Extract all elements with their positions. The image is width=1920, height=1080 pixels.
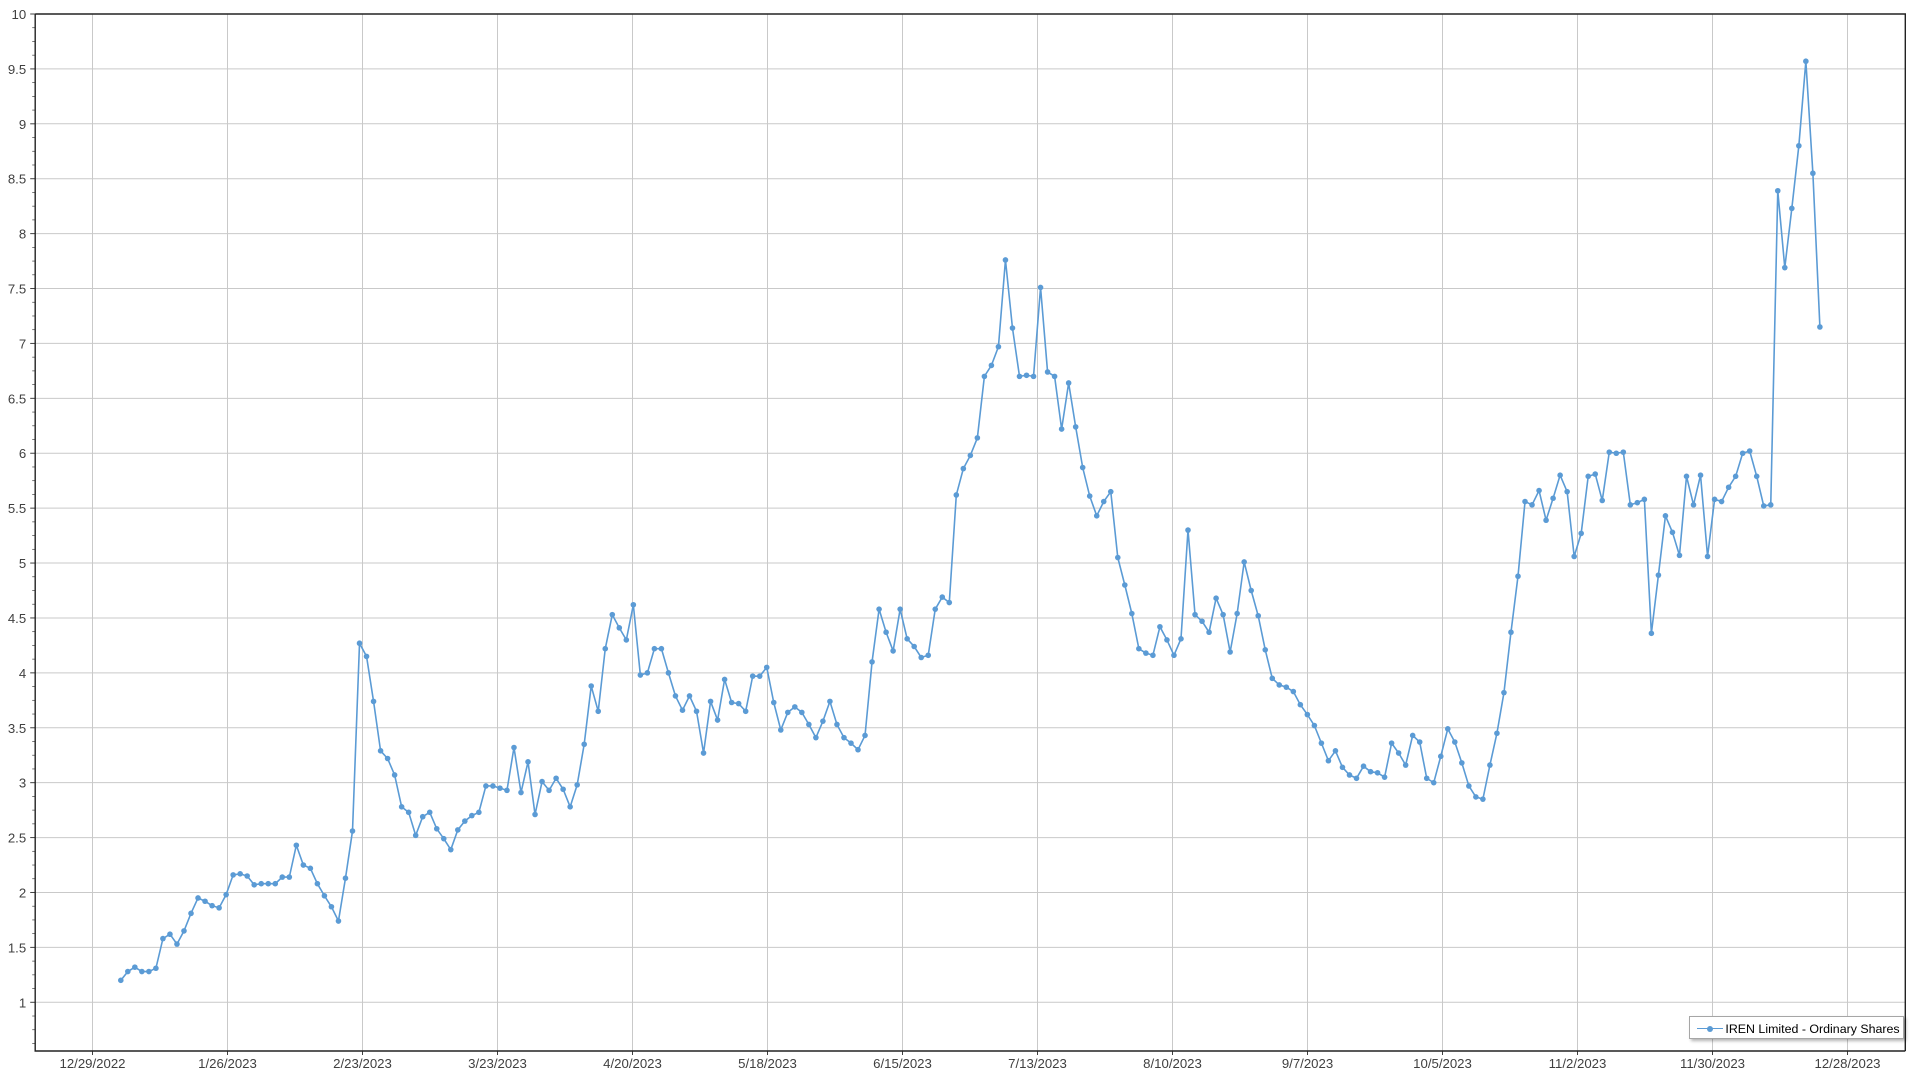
svg-text:2/23/2023: 2/23/2023: [333, 1056, 392, 1071]
svg-text:11/30/2023: 11/30/2023: [1680, 1056, 1745, 1071]
svg-text:9/7/2023: 9/7/2023: [1282, 1056, 1333, 1071]
svg-text:6: 6: [19, 446, 26, 461]
svg-text:6.5: 6.5: [8, 391, 26, 406]
svg-text:4/20/2023: 4/20/2023: [603, 1056, 662, 1071]
svg-text:1: 1: [19, 995, 26, 1010]
svg-text:3: 3: [19, 776, 26, 791]
svg-text:2: 2: [19, 885, 26, 900]
svg-text:10: 10: [12, 7, 27, 22]
svg-text:4.5: 4.5: [8, 611, 26, 626]
svg-text:4: 4: [19, 666, 26, 681]
svg-text:1/26/2023: 1/26/2023: [198, 1056, 257, 1071]
svg-text:12/29/2022: 12/29/2022: [59, 1056, 125, 1071]
svg-text:3/23/2023: 3/23/2023: [468, 1056, 527, 1071]
svg-text:3.5: 3.5: [8, 721, 26, 736]
svg-text:9.5: 9.5: [8, 62, 26, 77]
svg-text:8/10/2023: 8/10/2023: [1143, 1056, 1202, 1071]
svg-text:2.5: 2.5: [8, 831, 26, 846]
svg-text:1.5: 1.5: [8, 940, 26, 955]
svg-text:11/2/2023: 11/2/2023: [1549, 1056, 1607, 1071]
svg-text:7/13/2023: 7/13/2023: [1008, 1056, 1067, 1071]
svg-text:12/28/2023: 12/28/2023: [1814, 1056, 1880, 1071]
svg-text:8: 8: [19, 227, 26, 242]
svg-text:5: 5: [19, 556, 26, 571]
svg-text:7.5: 7.5: [8, 282, 26, 297]
svg-text:9: 9: [19, 117, 26, 132]
svg-text:5/18/2023: 5/18/2023: [738, 1056, 797, 1071]
svg-text:5.5: 5.5: [8, 501, 26, 516]
svg-text:8.5: 8.5: [8, 172, 26, 187]
svg-text:10/5/2023: 10/5/2023: [1413, 1056, 1472, 1071]
svg-text:7: 7: [19, 336, 26, 351]
svg-text:6/15/2023: 6/15/2023: [873, 1056, 932, 1071]
